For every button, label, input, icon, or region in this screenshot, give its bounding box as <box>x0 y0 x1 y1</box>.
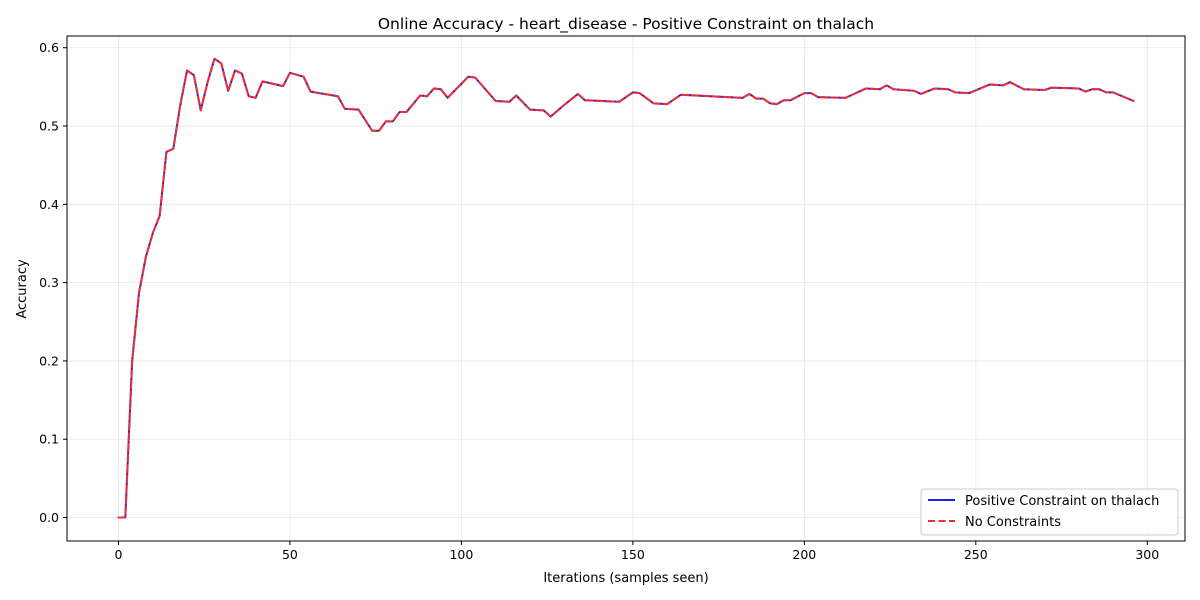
x-tick-label: 0 <box>114 547 122 562</box>
legend-label-positive-constraint: Positive Constraint on thalach <box>965 494 1159 509</box>
legend: Positive Constraint on thalach No Constr… <box>920 488 1179 536</box>
y-tick-label: 0.6 <box>39 40 59 55</box>
y-axis-ticks: 0.0 0.1 0.2 0.3 0.4 0.5 0.6 <box>39 40 67 525</box>
x-tick-label: 300 <box>1135 547 1159 562</box>
plot-frame <box>66 35 1186 542</box>
legend-box <box>920 488 1179 536</box>
grid-lines <box>67 36 1185 541</box>
x-tick-label: 200 <box>792 547 816 562</box>
chart-title: Online Accuracy - heart_disease - Positi… <box>378 15 874 34</box>
y-tick-label: 0.4 <box>39 197 59 212</box>
x-tick-label: 250 <box>964 547 988 562</box>
y-tick-label: 0.3 <box>39 275 59 290</box>
series-line-no-constraints <box>117 57 1135 519</box>
y-tick-label: 0.2 <box>39 353 59 368</box>
x-tick-label: 50 <box>282 547 298 562</box>
y-tick-label: 0.0 <box>39 510 59 525</box>
y-tick-label: 0.1 <box>39 432 59 447</box>
x-tick-label: 150 <box>621 547 645 562</box>
series-lines <box>117 57 1135 519</box>
y-tick-label: 0.5 <box>39 119 59 134</box>
y-axis-label: Accuracy <box>15 259 30 319</box>
x-axis-label: Iterations (samples seen) <box>543 571 708 586</box>
x-axis-ticks: 0 50 100 150 200 250 300 <box>114 541 1159 562</box>
x-tick-label: 100 <box>449 547 473 562</box>
legend-label-no-constraints: No Constraints <box>965 515 1061 530</box>
